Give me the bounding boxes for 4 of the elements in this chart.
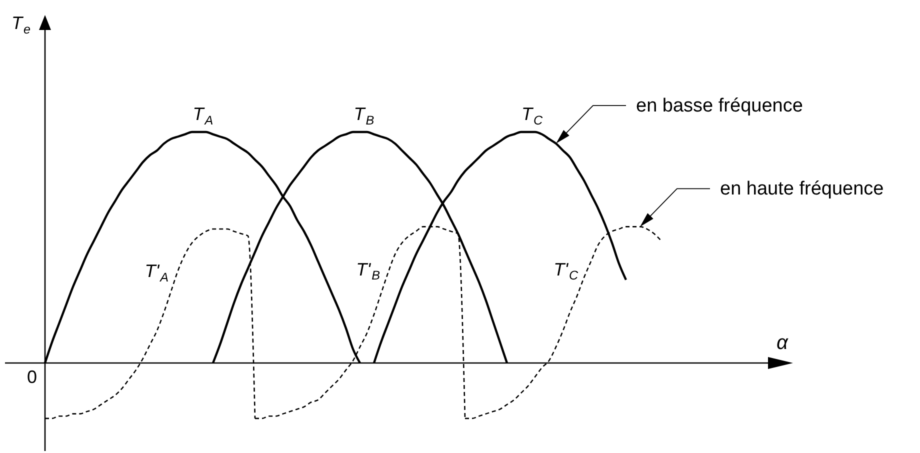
text: α	[776, 332, 788, 354]
text: en basse fréquence	[636, 96, 803, 117]
text: en haute fréquence	[720, 178, 884, 200]
text: 0	[26, 367, 38, 387]
